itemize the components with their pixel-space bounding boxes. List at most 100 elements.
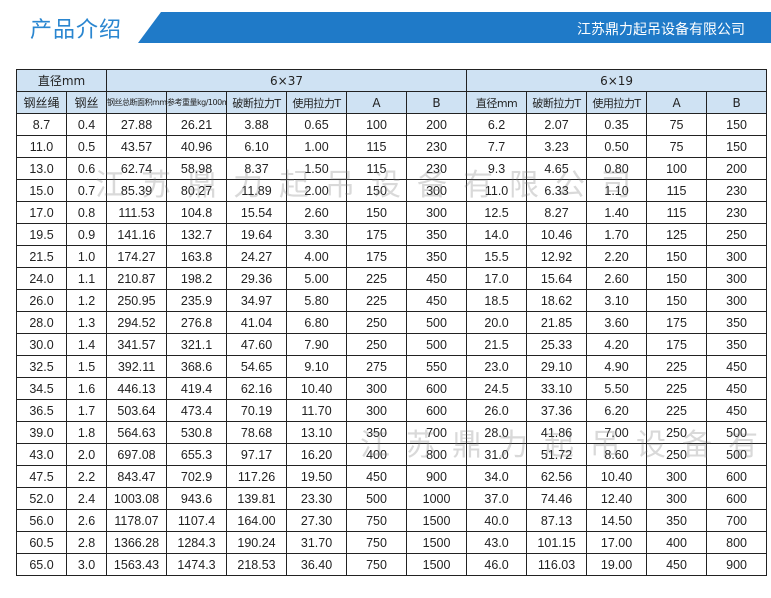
table-cell: 41.86	[526, 421, 588, 444]
table-row: 21.5 1.0 174.27 163.8 24.27 4.00 175 350 15.5 12.…	[16, 245, 768, 268]
table-cell: 1.7	[65, 399, 108, 422]
table-cell: 6.10	[226, 135, 288, 158]
table-cell: 300	[706, 245, 768, 268]
table-cell: 530.8	[166, 421, 228, 444]
table-cell: 60.5	[16, 531, 67, 554]
table-cell: 600	[706, 465, 768, 488]
table-cell: 350	[706, 311, 768, 334]
table-cell: 74.46	[526, 487, 588, 510]
table-cell: 230	[406, 157, 468, 180]
table-cell: 341.57	[106, 333, 168, 356]
table-cell: 1.4	[65, 333, 108, 356]
table-cell: 19.64	[226, 223, 288, 246]
table-cell: 62.16	[226, 377, 288, 400]
table-cell: 11.0	[16, 135, 67, 158]
table-cell: 198.2	[166, 267, 228, 290]
table-body: 8.7 0.4 27.88 26.21 3.88 0.65 100 200 6.2 2.07 0.3…	[16, 113, 768, 576]
table-cell: 446.13	[106, 377, 168, 400]
table-cell: 100	[346, 113, 408, 136]
table-cell: 450	[706, 355, 768, 378]
table-cell: 1107.4	[166, 509, 228, 532]
table-cell: 230	[706, 179, 768, 202]
table-cell: 62.56	[526, 465, 588, 488]
table-cell: 34.5	[16, 377, 67, 400]
table-cell: 2.6	[65, 509, 108, 532]
table-cell: 350	[646, 509, 708, 532]
table-cell: 2.60	[586, 267, 648, 290]
table-cell: 80.27	[166, 179, 228, 202]
table-cell: 43.57	[106, 135, 168, 158]
table-cell: 1.40	[586, 201, 648, 224]
table-cell: 321.1	[166, 333, 228, 356]
table-cell: 43.0	[16, 443, 67, 466]
header-diameter: 直径mm	[15, 69, 108, 92]
table-cell: 1.70	[586, 223, 648, 246]
table-cell: 1.1	[65, 267, 108, 290]
table-cell: 24.27	[226, 245, 288, 268]
table-cell: 58.98	[166, 157, 228, 180]
table-row: 8.7 0.4 27.88 26.21 3.88 0.65 100 200 6.2 2.07 0.3…	[16, 113, 768, 136]
table-cell: 24.5	[466, 377, 528, 400]
table-cell: 16.20	[286, 443, 348, 466]
table-cell: 1.50	[286, 157, 348, 180]
table-cell: 1500	[406, 509, 468, 532]
table-cell: 175	[646, 311, 708, 334]
table-cell: 450	[406, 289, 468, 312]
table-cell: 100	[646, 157, 708, 180]
column-header: 直径mm	[466, 91, 528, 114]
table-row: 39.0 1.8 564.63 530.8 78.68 13.10 350 700 28.0 41…	[16, 421, 768, 444]
table-cell: 29.10	[526, 355, 588, 378]
table-cell: 225	[646, 377, 708, 400]
table-cell: 31.70	[286, 531, 348, 554]
table-cell: 21.85	[526, 311, 588, 334]
table-cell: 40.0	[466, 509, 528, 532]
table-cell: 10.46	[526, 223, 588, 246]
table-cell: 8.27	[526, 201, 588, 224]
column-header-row: 钢丝绳 钢丝 钢丝总断面积mm² 参考重量kg/100m 破断拉力T 使用拉力T A B 直径m…	[16, 91, 768, 114]
table-cell: 350	[406, 223, 468, 246]
table-cell: 900	[706, 553, 768, 576]
table-cell: 175	[646, 333, 708, 356]
table-cell: 19.50	[286, 465, 348, 488]
table-cell: 78.68	[226, 421, 288, 444]
column-header: B	[706, 91, 768, 114]
table-cell: 115	[346, 157, 408, 180]
table-cell: 24.0	[16, 267, 67, 290]
table-cell: 473.4	[166, 399, 228, 422]
header-6x19: 6×19	[466, 69, 768, 92]
table-cell: 2.4	[65, 487, 108, 510]
table-row: 15.0 0.7 85.39 80.27 11.89 2.00 150 300 11.0 6.33…	[16, 179, 768, 202]
table-cell: 1000	[406, 487, 468, 510]
table-cell: 503.64	[106, 399, 168, 422]
table-cell: 943.6	[166, 487, 228, 510]
table-cell: 150	[346, 201, 408, 224]
table-cell: 6.20	[586, 399, 648, 422]
table-cell: 0.4	[65, 113, 108, 136]
table-cell: 250	[346, 311, 408, 334]
table-cell: 27.88	[106, 113, 168, 136]
table-cell: 250.95	[106, 289, 168, 312]
table-cell: 1.10	[586, 179, 648, 202]
table-cell: 250	[706, 223, 768, 246]
table-cell: 175	[346, 245, 408, 268]
table-cell: 30.0	[16, 333, 67, 356]
table-cell: 7.00	[586, 421, 648, 444]
table-cell: 17.0	[466, 267, 528, 290]
table-cell: 7.90	[286, 333, 348, 356]
table-cell: 11.70	[286, 399, 348, 422]
table-cell: 70.19	[226, 399, 288, 422]
table-row: 19.5 0.9 141.16 132.7 19.64 3.30 175 350 14.0 10.…	[16, 223, 768, 246]
table-cell: 750	[346, 531, 408, 554]
table-cell: 300	[406, 201, 468, 224]
table-cell: 5.00	[286, 267, 348, 290]
table-cell: 14.50	[586, 509, 648, 532]
table-cell: 115	[646, 179, 708, 202]
table-row: 34.5 1.6 446.13 419.4 62.16 10.40 300 600 24.5 33…	[16, 377, 768, 400]
table-cell: 1178.07	[106, 509, 168, 532]
table-cell: 15.54	[226, 201, 288, 224]
table-cell: 15.5	[466, 245, 528, 268]
table-cell: 12.92	[526, 245, 588, 268]
table-cell: 800	[406, 443, 468, 466]
table-cell: 28.0	[466, 421, 528, 444]
table-cell: 8.37	[226, 157, 288, 180]
